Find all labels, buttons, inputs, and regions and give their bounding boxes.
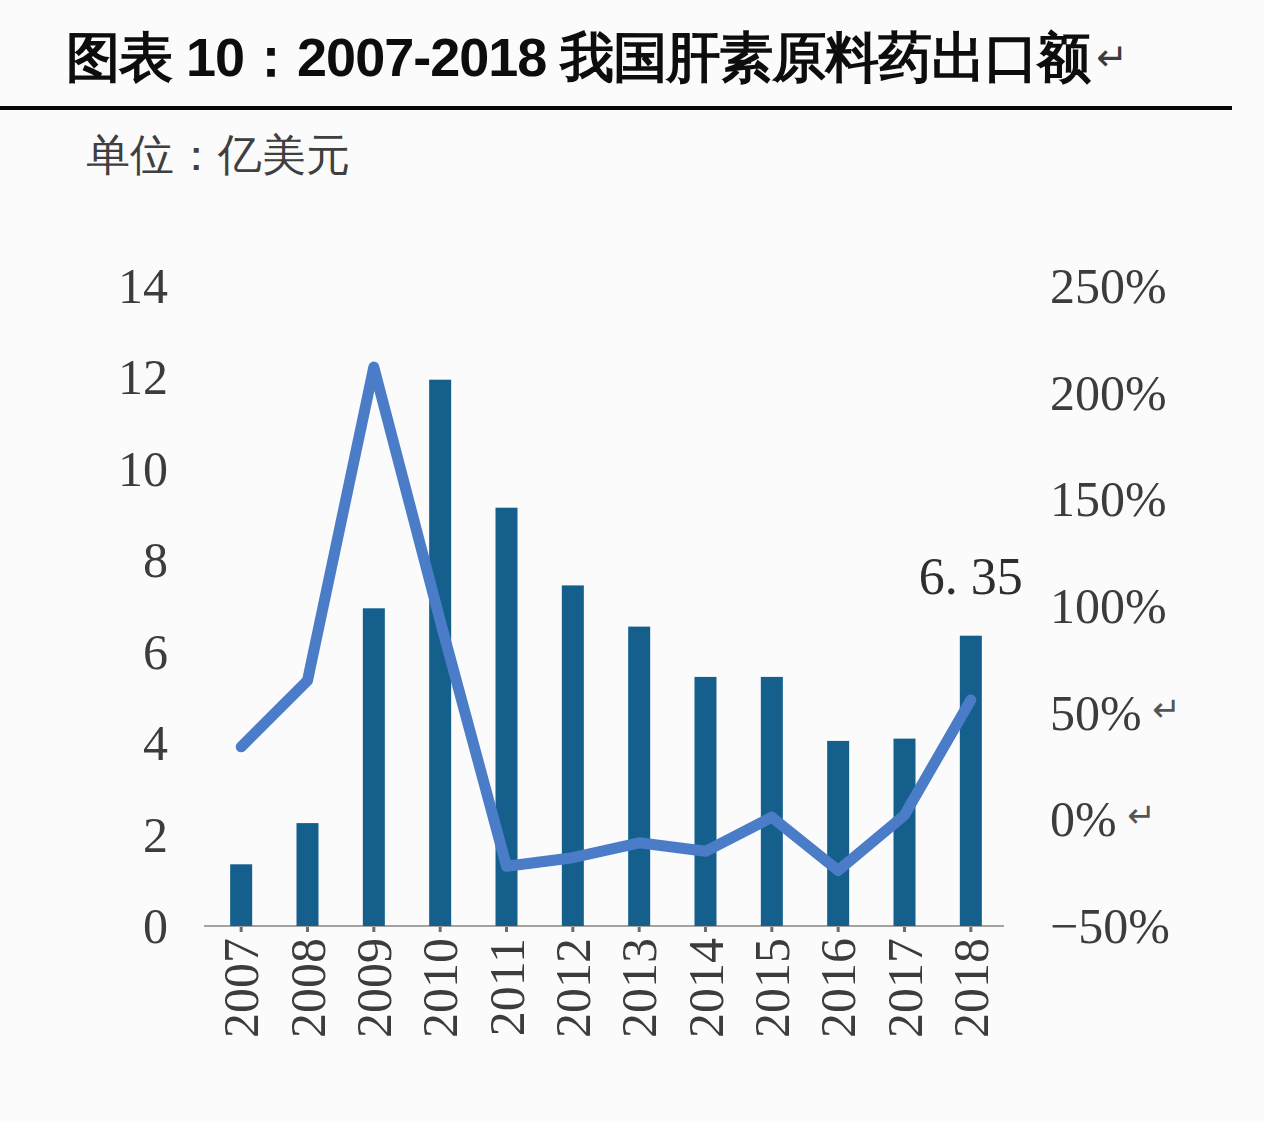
right-axis-tick-50: 50% ↵	[1050, 685, 1181, 741]
left-axis-tick-10: 10	[118, 441, 168, 497]
bar-2007	[230, 864, 252, 926]
right-axis-tick-200: 200%	[1050, 365, 1167, 421]
bar-2008	[297, 823, 319, 926]
x-axis-label-2013: 2013	[611, 938, 667, 1038]
figure-page: 图表 10：2007-2018 我国肝素原料药出口额↵ 单位：亿美元 02468…	[0, 0, 1264, 1122]
bar-value-annotation: 6. 35	[919, 548, 1023, 605]
left-axis-tick-2: 2	[143, 807, 168, 863]
left-axis-tick-4: 4	[143, 715, 168, 771]
bar-2012	[562, 585, 584, 926]
left-axis-tick-6: 6	[143, 624, 168, 680]
bar-2015	[761, 677, 783, 926]
right-axis-tick-0: 0% ↵	[1050, 791, 1156, 847]
bar-2014	[695, 677, 717, 926]
x-axis-label-2017: 2017	[877, 938, 933, 1038]
x-axis-label-2014: 2014	[678, 938, 734, 1038]
bar-2013	[628, 627, 650, 926]
growth-line	[241, 367, 971, 870]
right-axis-tick-100: 100%	[1050, 578, 1167, 634]
bar-2018	[960, 636, 982, 926]
x-axis-label-2009: 2009	[346, 938, 402, 1038]
x-axis-label-2012: 2012	[545, 938, 601, 1038]
x-axis-label-2016: 2016	[810, 938, 866, 1038]
x-axis-label-2007: 2007	[213, 938, 269, 1038]
right-axis-tick-150: 150%	[1050, 471, 1167, 527]
left-axis-tick-0: 0	[143, 898, 168, 954]
x-axis-label-2008: 2008	[280, 938, 336, 1038]
left-axis-tick-14: 14	[118, 258, 168, 314]
bar-2009	[363, 608, 385, 926]
x-axis-label-2010: 2010	[412, 938, 468, 1038]
bar-2016	[827, 741, 849, 926]
left-axis-tick-8: 8	[143, 532, 168, 588]
right-axis-tick-250: 250%	[1050, 258, 1167, 314]
x-axis-label-2018: 2018	[943, 938, 999, 1038]
left-axis-tick-12: 12	[118, 349, 168, 405]
combo-chart: 0 2 4 6 8 10 12 14 −50% 0% ↵ 50% ↵ 100% 150% 200% 250%…	[0, 0, 1264, 1122]
bar-2017	[894, 739, 916, 926]
right-axis-tick--50: −50%	[1050, 898, 1170, 954]
x-axis-label-2011: 2011	[479, 938, 535, 1036]
x-axis-label-2015: 2015	[744, 938, 800, 1038]
return-mark-icon: ↵	[1117, 795, 1156, 835]
return-mark-icon: ↵	[1142, 689, 1181, 729]
